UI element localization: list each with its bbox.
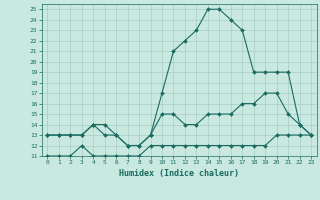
X-axis label: Humidex (Indice chaleur): Humidex (Indice chaleur) <box>119 169 239 178</box>
